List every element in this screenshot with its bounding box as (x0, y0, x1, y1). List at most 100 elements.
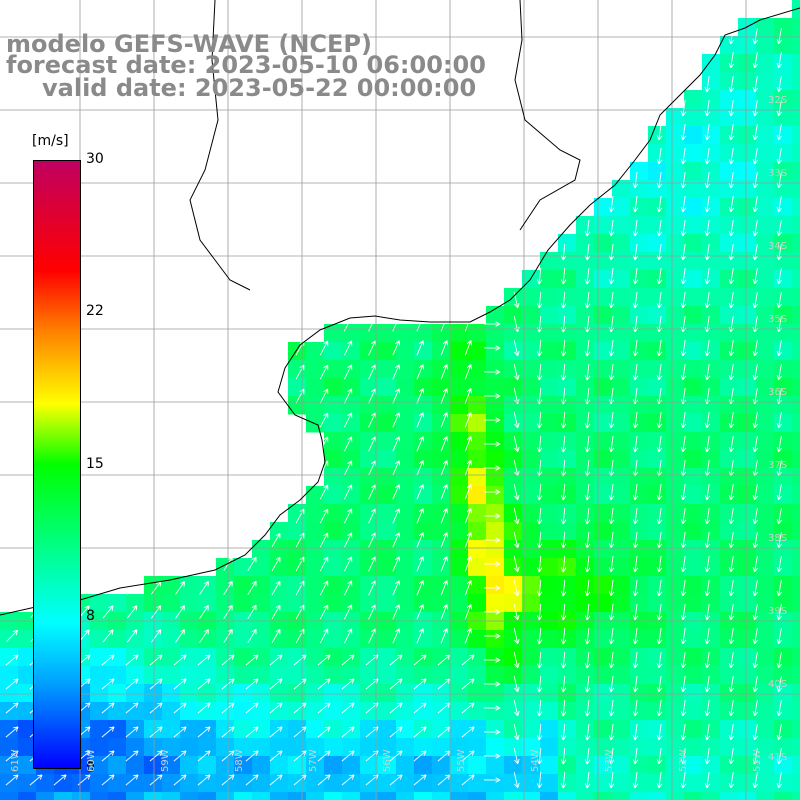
wind-arrow (150, 605, 162, 619)
wind-speed-cell (630, 468, 649, 487)
wind-speed-cell (594, 738, 613, 757)
wind-speed-cell (360, 468, 379, 487)
wind-arrow (416, 340, 425, 356)
wind-arrow (776, 28, 783, 45)
wind-speed-cell (360, 342, 379, 361)
wind-speed-cell (522, 342, 541, 361)
wind-arrow (632, 292, 639, 309)
wind-arrow (776, 340, 783, 357)
wind-arrow (584, 435, 591, 453)
wind-arrow (752, 76, 759, 93)
wind-arrow (656, 436, 663, 453)
wind-arrow (101, 654, 115, 666)
wind-speed-cell (540, 252, 559, 271)
wind-arrow (728, 724, 735, 741)
latitude-label: 38S (768, 533, 788, 544)
wind-speed-cell (720, 468, 739, 487)
wind-speed-cell (702, 252, 721, 271)
wind-speed-cell (36, 774, 55, 793)
wind-speed-cell (18, 702, 37, 721)
wind-speed-cell (774, 684, 793, 703)
wind-speed-cell (648, 594, 667, 613)
wind-speed-cell (342, 378, 361, 397)
wind-arrow (728, 604, 735, 621)
wind-arrow (680, 676, 687, 693)
wind-arrow (704, 748, 711, 765)
wind-arrow (656, 268, 663, 285)
wind-arrow (776, 556, 783, 573)
wind-speed-cell (396, 450, 415, 469)
wind-speed-cell (252, 720, 271, 739)
wind-speed-cell (684, 738, 703, 757)
wind-speed-cell (738, 630, 757, 649)
wind-speed-cell (612, 450, 631, 469)
wind-speed-cell (558, 306, 577, 325)
wind-speed-cell (576, 558, 595, 577)
wind-speed-cell (702, 684, 721, 703)
wind-speed-cell (720, 378, 739, 397)
wind-speed-cell (540, 378, 559, 397)
wind-arrow (728, 652, 735, 669)
wind-arrow (752, 100, 759, 117)
wind-arrow (416, 412, 425, 428)
wind-speed-cell (342, 504, 361, 523)
wind-speed-cell (234, 576, 253, 595)
wind-speed-cell (468, 450, 487, 469)
wind-speed-cell (684, 144, 703, 163)
wind-arrow (632, 748, 639, 765)
wind-speed-cell (774, 396, 793, 415)
wind-speed-cell (504, 702, 523, 721)
wind-arrow (704, 580, 711, 597)
wind-speed-cell (792, 684, 800, 703)
wind-speed-cell (666, 162, 685, 181)
wind-arrow (776, 652, 783, 669)
wind-arrow (461, 654, 475, 666)
wind-speed-cell (702, 324, 721, 343)
wind-speed-cell (414, 540, 433, 559)
wind-speed-cell (252, 540, 271, 559)
wind-speed-cell (702, 234, 721, 253)
wind-arrow (464, 388, 472, 404)
wind-arrow (752, 604, 759, 621)
wind-speed-cell (684, 720, 703, 739)
wind-speed-cell (756, 432, 775, 451)
wind-speed-cell (324, 630, 343, 649)
wind-speed-cell (90, 720, 109, 739)
wind-speed-cell (342, 738, 361, 757)
wind-speed-cell (270, 558, 289, 577)
wind-speed-cell (162, 774, 181, 793)
wind-arrow (536, 507, 543, 525)
wind-speed-cell (666, 756, 685, 775)
wind-speed-cell (756, 702, 775, 721)
wind-speed-cell (504, 468, 523, 487)
wind-speed-cell (648, 666, 667, 685)
wind-arrow (343, 412, 353, 428)
wind-speed-cell (720, 144, 739, 163)
wind-arrow (5, 654, 19, 666)
wind-speed-cell (450, 666, 469, 685)
wind-arrow (513, 532, 520, 549)
wind-speed-cell (702, 54, 721, 73)
wind-arrow (149, 726, 163, 738)
wind-speed-cell (108, 684, 127, 703)
wind-arrow (608, 700, 615, 717)
wind-speed-cell (792, 666, 800, 685)
wind-speed-cell (792, 54, 800, 73)
wind-arrow (752, 772, 759, 789)
wind-speed-cell (198, 576, 217, 595)
wind-speed-cell (612, 792, 631, 800)
wind-speed-cell (504, 504, 523, 523)
wind-speed-cell (720, 576, 739, 595)
wind-arrow (560, 339, 567, 357)
wind-arrow (680, 196, 687, 213)
wind-speed-cell (540, 486, 559, 505)
wind-arrow (584, 699, 591, 717)
wind-arrow (752, 148, 759, 165)
wind-arrow (483, 633, 501, 639)
wind-speed-cell (594, 666, 613, 685)
wind-arrow (5, 774, 19, 786)
wind-speed-cell (666, 252, 685, 271)
wind-arrow (341, 678, 355, 690)
wind-speed-cell (792, 396, 800, 415)
latitude-label: 34S (768, 241, 788, 252)
